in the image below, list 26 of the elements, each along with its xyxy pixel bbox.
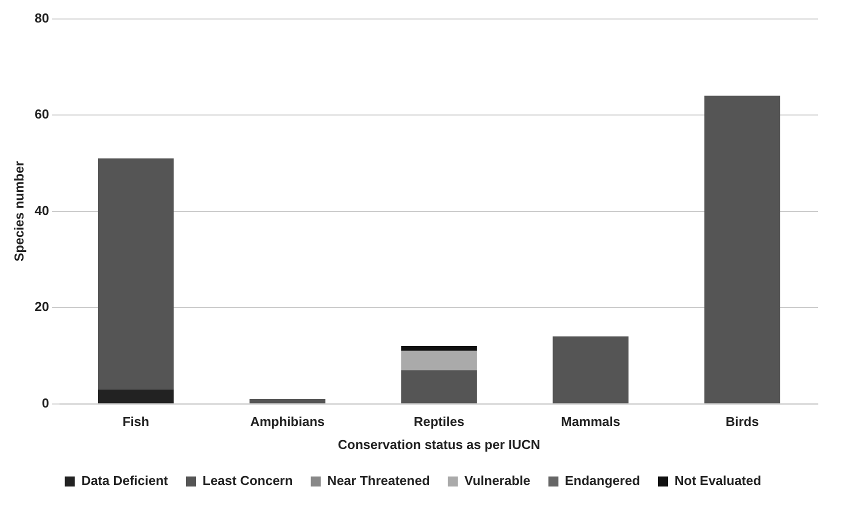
bar	[552, 336, 629, 404]
bar	[401, 346, 477, 351]
x-tick-label: Birds	[726, 414, 759, 430]
legend-label: Vulnerable	[464, 473, 530, 488]
legend-label: Least Concern	[202, 473, 293, 488]
x-tick-label: Mammals	[560, 414, 620, 430]
x-tick-label: Reptiles	[414, 414, 464, 430]
legend-label: Near Threatened	[327, 473, 430, 488]
bar	[704, 96, 780, 404]
bar	[401, 350, 477, 370]
x-tick-label: Fish	[122, 414, 150, 430]
bar	[98, 158, 174, 390]
y-tick-label: 80	[34, 10, 50, 26]
y-axis-title: Species number	[11, 161, 26, 262]
x-axis-title: Conservation status as per IUCN	[338, 436, 540, 452]
y-tick-label: 40	[34, 202, 50, 218]
bar	[401, 370, 477, 404]
x-tick-label: Amphibians	[250, 414, 325, 430]
legend-label: Endangered	[564, 473, 640, 488]
y-tick-label: 20	[34, 299, 50, 314]
y-tick-label: 60	[34, 106, 50, 122]
legend-label: Data Deficient	[81, 473, 169, 488]
bar	[250, 398, 326, 404]
legend-label: Not Evaluated	[674, 473, 762, 488]
y-tick-label: 0	[42, 395, 50, 410]
bar	[98, 389, 174, 404]
